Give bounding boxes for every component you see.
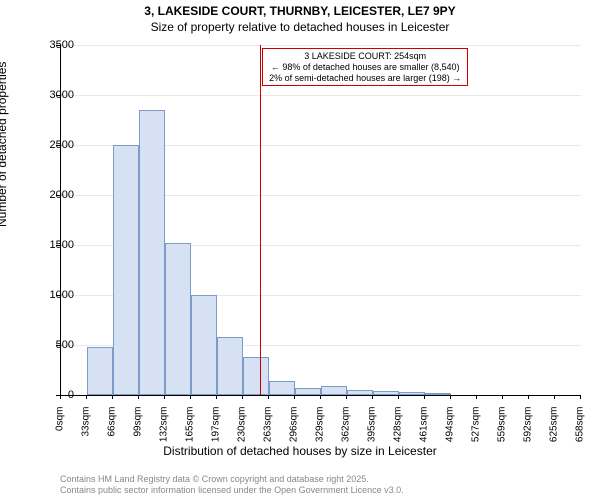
x-tick-label: 592sqm [523, 407, 534, 457]
footer-line1: Contains HM Land Registry data © Crown c… [60, 474, 404, 485]
x-tick-label: 0sqm [55, 407, 66, 457]
x-tick-mark [164, 395, 165, 399]
x-tick-label: 625sqm [549, 407, 560, 457]
histogram-bar [425, 393, 451, 395]
y-axis-label: Number of detached properties [0, 62, 9, 227]
x-tick-mark [294, 395, 295, 399]
reference-box-line2: ← 98% of detached houses are smaller (8,… [269, 62, 461, 73]
histogram-bar [295, 388, 321, 395]
x-tick-mark [86, 395, 87, 399]
x-tick-label: 99sqm [133, 407, 144, 457]
x-tick-mark [502, 395, 503, 399]
x-tick-mark [190, 395, 191, 399]
histogram-bar [347, 390, 373, 395]
y-tick-label: 1500 [34, 239, 74, 251]
x-tick-mark [528, 395, 529, 399]
histogram-bar [165, 243, 191, 395]
reference-box-line3: 2% of semi-detached houses are larger (1… [269, 73, 461, 84]
histogram-bar [217, 337, 243, 395]
histogram-bar [113, 145, 139, 395]
x-tick-label: 132sqm [159, 407, 170, 457]
histogram-bar [191, 295, 217, 395]
reference-line [260, 45, 261, 395]
x-tick-mark [138, 395, 139, 399]
histogram-bar [399, 392, 425, 395]
x-tick-label: 395sqm [367, 407, 378, 457]
x-tick-mark [450, 395, 451, 399]
x-tick-mark [112, 395, 113, 399]
gridline [61, 95, 581, 96]
x-tick-label: 428sqm [393, 407, 404, 457]
histogram-bar [243, 357, 269, 395]
y-tick-mark [56, 295, 60, 296]
x-tick-mark [242, 395, 243, 399]
x-tick-label: 296sqm [289, 407, 300, 457]
x-tick-mark [268, 395, 269, 399]
chart-title-main: 3, LAKESIDE COURT, THURNBY, LEICESTER, L… [0, 4, 600, 18]
x-tick-label: 494sqm [445, 407, 456, 457]
x-tick-mark [476, 395, 477, 399]
x-tick-mark [216, 395, 217, 399]
y-tick-mark [56, 45, 60, 46]
footer-text: Contains HM Land Registry data © Crown c… [60, 474, 404, 496]
y-tick-mark [56, 245, 60, 246]
y-tick-label: 500 [34, 339, 74, 351]
histogram-bar [321, 386, 347, 395]
x-tick-label: 559sqm [497, 407, 508, 457]
plot-area [60, 45, 581, 396]
reference-box-line1: 3 LAKESIDE COURT: 254sqm [269, 51, 461, 62]
x-tick-mark [346, 395, 347, 399]
histogram-bar [269, 381, 295, 395]
x-tick-label: 263sqm [263, 407, 274, 457]
reference-box: 3 LAKESIDE COURT: 254sqm ← 98% of detach… [262, 48, 468, 86]
histogram-bar [139, 110, 165, 395]
y-tick-label: 3500 [34, 39, 74, 51]
x-tick-label: 197sqm [211, 407, 222, 457]
x-tick-mark [372, 395, 373, 399]
y-tick-label: 2500 [34, 139, 74, 151]
y-tick-label: 1000 [34, 289, 74, 301]
y-tick-label: 3000 [34, 89, 74, 101]
x-tick-mark [398, 395, 399, 399]
y-tick-label: 0 [34, 389, 74, 401]
y-tick-mark [56, 195, 60, 196]
x-tick-label: 33sqm [81, 407, 92, 457]
x-tick-mark [554, 395, 555, 399]
x-tick-label: 230sqm [237, 407, 248, 457]
x-tick-label: 658sqm [575, 407, 586, 457]
y-tick-mark [56, 95, 60, 96]
chart-title-sub: Size of property relative to detached ho… [0, 20, 600, 34]
y-tick-mark [56, 145, 60, 146]
x-tick-label: 461sqm [419, 407, 430, 457]
x-tick-label: 527sqm [471, 407, 482, 457]
x-tick-label: 362sqm [341, 407, 352, 457]
x-tick-label: 165sqm [185, 407, 196, 457]
x-tick-mark [424, 395, 425, 399]
x-tick-label: 66sqm [107, 407, 118, 457]
gridline [61, 45, 581, 46]
x-tick-mark [60, 395, 61, 399]
x-tick-label: 329sqm [315, 407, 326, 457]
histogram-bar [87, 347, 113, 395]
y-tick-mark [56, 345, 60, 346]
x-tick-mark [320, 395, 321, 399]
histogram-bar [373, 391, 399, 395]
y-tick-label: 2000 [34, 189, 74, 201]
footer-line2: Contains public sector information licen… [60, 485, 404, 496]
chart-container: 3, LAKESIDE COURT, THURNBY, LEICESTER, L… [0, 0, 600, 500]
x-tick-mark [580, 395, 581, 399]
